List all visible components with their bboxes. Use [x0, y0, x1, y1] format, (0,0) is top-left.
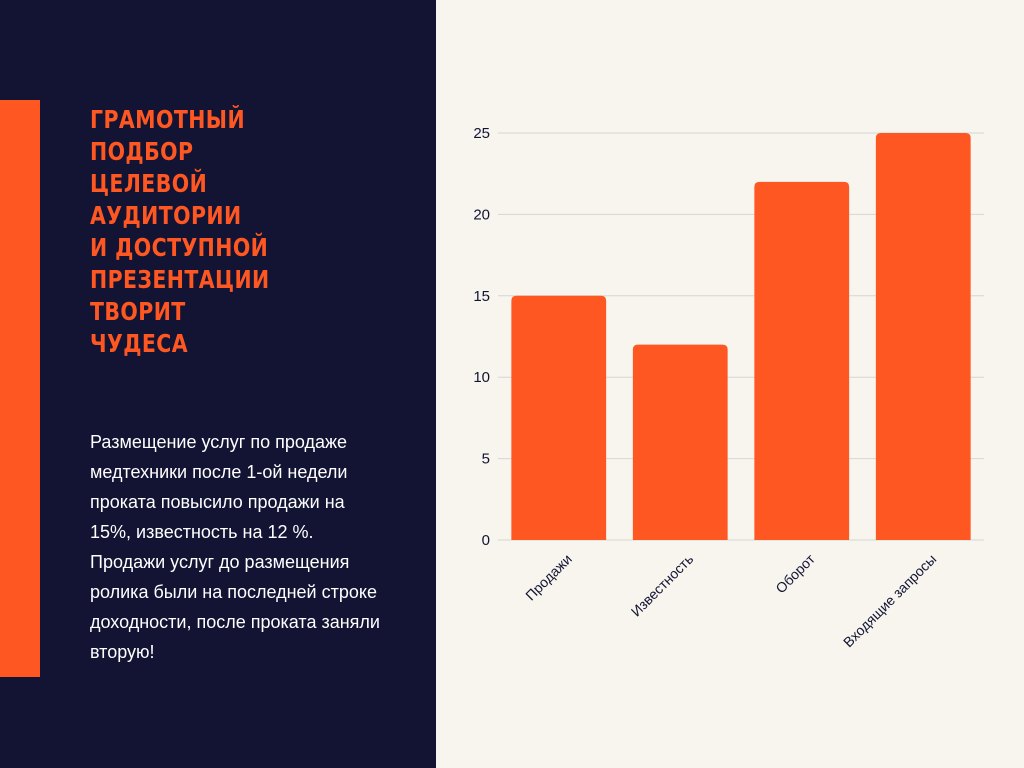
x-tick-label: Известность — [628, 551, 697, 620]
bar-1 — [511, 295, 607, 540]
bar-3 — [754, 181, 850, 540]
x-axis-labels: Продажи Известность Оборот Входящие запросы — [522, 550, 939, 650]
x-tick-label: Входящие запросы — [840, 551, 939, 650]
bars — [511, 133, 971, 540]
y-tick-label: 5 — [482, 451, 490, 468]
slide-body-text: Размещение услуг по продаже медтехники п… — [90, 432, 380, 662]
y-tick-label: 0 — [482, 532, 490, 549]
x-tick-label: Продажи — [522, 551, 575, 604]
y-tick-label: 15 — [473, 288, 490, 305]
y-tick-label: 20 — [473, 206, 490, 223]
slide-headline: ГРАМОТНЫЙ ПОДБОР ЦЕЛЕВОЙ АУДИТОРИИ И ДОС… — [90, 105, 270, 358]
y-tick-label: 10 — [473, 369, 490, 386]
left-panel: ГРАМОТНЫЙ ПОДБОР ЦЕЛЕВОЙ АУДИТОРИИ И ДОС… — [0, 0, 436, 768]
bar-2 — [632, 344, 728, 540]
x-tick-label: Оборот — [772, 550, 818, 596]
bar-4 — [875, 133, 971, 540]
y-axis-ticks: 0 5 10 15 20 25 — [473, 125, 490, 549]
accent-bar — [0, 100, 40, 677]
y-tick-label: 25 — [473, 125, 490, 142]
bar-chart: 0 5 10 15 20 25 Продажи Известность Оборот Входя… — [473, 125, 984, 650]
